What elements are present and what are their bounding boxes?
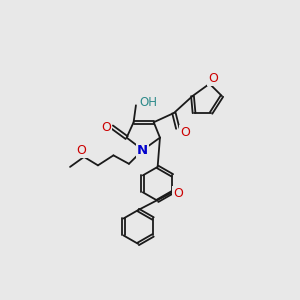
Text: O: O	[208, 72, 218, 85]
Text: O: O	[77, 144, 87, 157]
Text: N: N	[136, 144, 148, 157]
Text: O: O	[101, 121, 111, 134]
Text: O: O	[180, 126, 190, 139]
Text: OH: OH	[139, 96, 157, 109]
Text: O: O	[173, 187, 183, 200]
